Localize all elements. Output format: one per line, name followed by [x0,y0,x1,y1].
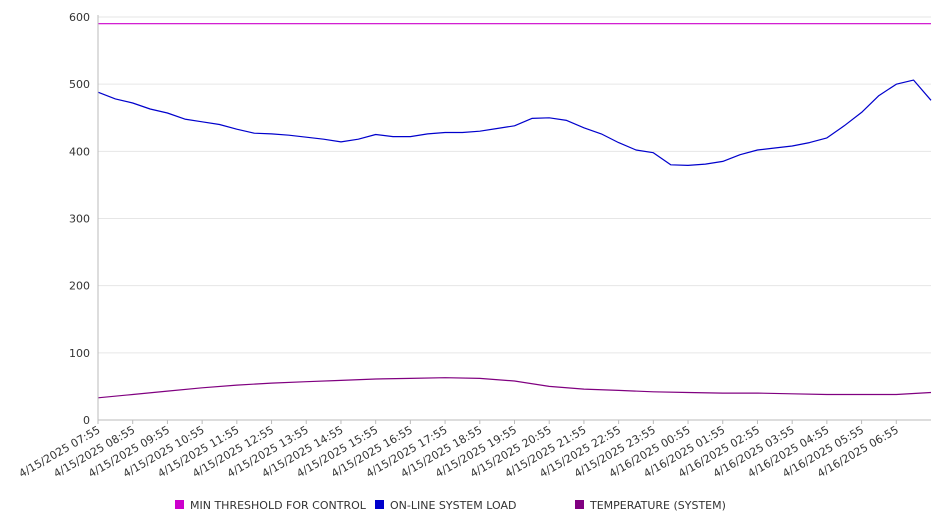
legend: MIN THRESHOLD FOR CONTROL ON-LINE SYSTEM … [175,499,726,512]
y-tick-label-400: 400 [69,145,90,158]
legend-swatch-2 [575,500,584,509]
grid-lines [98,16,931,354]
y-axis-tick-labels: 0 100 200 300 400 500 600 [69,11,90,427]
legend-label-0: MIN THRESHOLD FOR CONTROL [190,499,367,512]
series-line-1 [97,79,932,166]
series-line-2 [97,377,932,399]
y-tick-label-200: 200 [69,280,90,293]
y-tick-label-0: 0 [83,414,90,427]
y-tick-label-600: 600 [69,11,90,24]
legend-swatch-0 [175,500,184,509]
y-tick-label-500: 500 [69,78,90,91]
series-lines [97,23,932,399]
legend-item-1[interactable]: ON-LINE SYSTEM LOAD [375,499,516,512]
y-tick-label-300: 300 [69,213,90,226]
legend-label-1: ON-LINE SYSTEM LOAD [390,499,516,512]
legend-label-2: TEMPERATURE (SYSTEM) [589,499,726,512]
legend-item-0[interactable]: MIN THRESHOLD FOR CONTROL [175,499,367,512]
axes [97,15,931,421]
x-axis-tick-labels: 4/15/2025 07:554/15/2025 08:554/15/2025 … [17,420,901,480]
y-tick-label-100: 100 [69,347,90,360]
legend-item-2[interactable]: TEMPERATURE (SYSTEM) [575,499,726,512]
legend-swatch-1 [375,500,384,509]
